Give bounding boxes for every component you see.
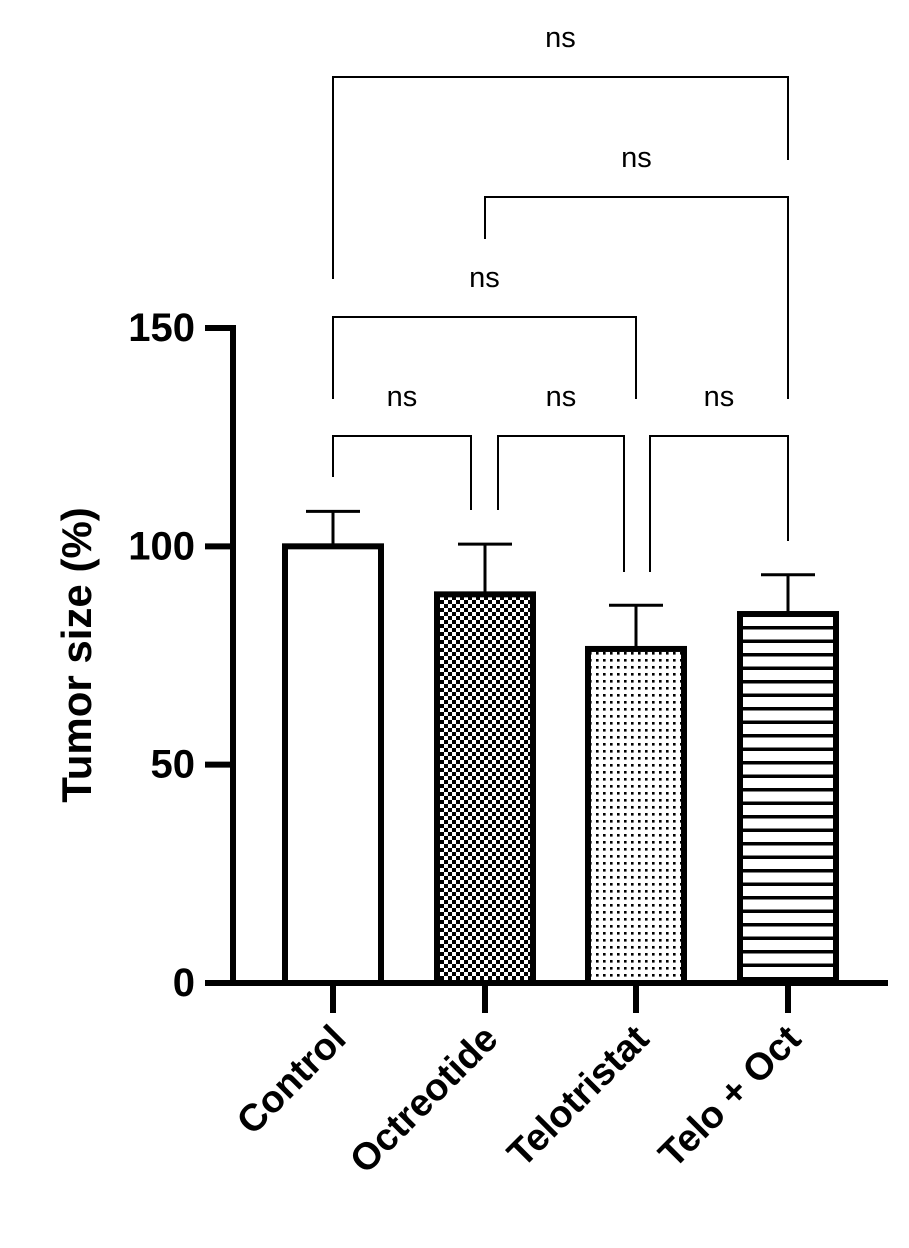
significance-label: ns (621, 142, 652, 174)
significance-bracket (497, 435, 625, 572)
x-tick-label: Control (229, 1018, 354, 1143)
y-tick-label: 100 (128, 524, 195, 568)
significance-label: ns (469, 262, 500, 294)
bar (282, 543, 384, 986)
significance-label: ns (545, 22, 576, 54)
x-tick-label: Octreotide (342, 1018, 506, 1182)
x-tick-label: Telo + Oct (651, 1017, 810, 1176)
significance-brackets: ns ns ns ns ns ns (332, 22, 789, 572)
y-tick-label: 50 (151, 743, 196, 787)
bar (737, 611, 839, 986)
significance-bracket (332, 316, 637, 399)
significance-bracket (332, 435, 472, 510)
y-axis-label: Tumor size (%) (53, 507, 100, 803)
significance-label: ns (387, 381, 418, 413)
y-tick-label: 0 (173, 961, 195, 1005)
x-tick-label: Telotristat (500, 1017, 658, 1175)
significance-bracket (332, 76, 789, 279)
significance-label: ns (704, 381, 735, 413)
y-tick-label: 150 (128, 306, 195, 350)
bars (282, 509, 839, 986)
significance-bracket (649, 435, 789, 572)
significance-bracket (484, 196, 789, 399)
significance-label: ns (546, 381, 577, 413)
bar (585, 645, 687, 986)
bar (434, 591, 536, 986)
